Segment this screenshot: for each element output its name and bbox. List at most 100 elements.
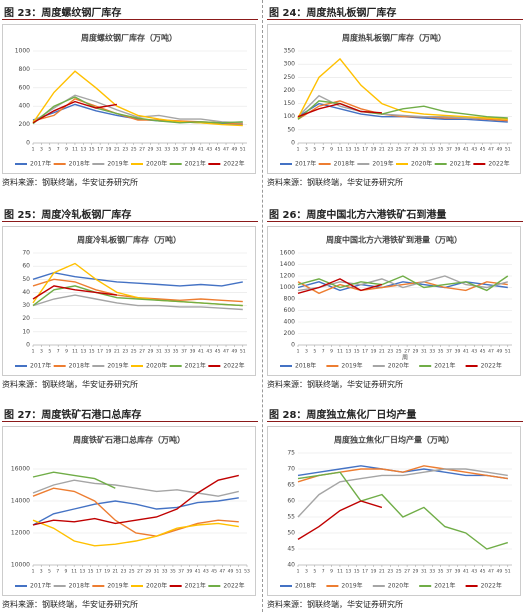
x-tick-label: 27 bbox=[404, 147, 410, 153]
x-tick-label: 31 bbox=[156, 147, 162, 153]
legend-label: 2018年 bbox=[69, 582, 90, 590]
x-tick-label: 1 bbox=[32, 147, 35, 153]
y-tick-label: 55 bbox=[287, 514, 295, 521]
series-line bbox=[32, 487, 239, 537]
figure: 图 28：周度独立焦化厂日均产量 周度独立焦化厂日均产量（万吨） 40 45 50 55 6… bbox=[267, 404, 523, 610]
y-tick-label: 600 bbox=[19, 84, 31, 91]
x-tick-label: 49 bbox=[228, 569, 234, 575]
series-line bbox=[32, 471, 116, 489]
series-line bbox=[297, 275, 508, 292]
source-note: 资料来源：钢联终端，华安证券研究所 bbox=[2, 380, 138, 389]
legend-label: 2022年 bbox=[481, 582, 502, 590]
y-tick-label: 400 bbox=[19, 103, 31, 110]
x-tick-label: 33 bbox=[429, 569, 435, 575]
y-tick-label: 14000 bbox=[11, 498, 30, 505]
figure-caption: 图 28：周度独立焦化厂日均产量 bbox=[267, 404, 523, 422]
x-tick-label: 7 bbox=[56, 569, 59, 575]
x-tick-label: 51 bbox=[236, 569, 242, 575]
x-tick-label: 45 bbox=[480, 569, 486, 575]
x-tick-label: 7 bbox=[322, 349, 325, 355]
x-tick-label: 39 bbox=[187, 569, 193, 575]
x-tick-label: 17 bbox=[97, 349, 103, 355]
series-line bbox=[32, 70, 243, 127]
y-tick-label: 1400 bbox=[280, 261, 295, 268]
y-tick-label: 300 bbox=[284, 61, 296, 68]
x-tick-label: 29 bbox=[413, 349, 419, 355]
legend-label: 2019年 bbox=[341, 582, 362, 590]
figure: 图 27：周度铁矿石港口总库存 周度铁矿石港口总库存（万吨） 10000 12000 1… bbox=[2, 404, 258, 610]
series-line bbox=[297, 102, 382, 118]
legend-label: 2019年 bbox=[107, 362, 128, 370]
x-tick-label: 13 bbox=[345, 349, 351, 355]
y-tick-label: 200 bbox=[284, 330, 296, 337]
x-tick-label: 21 bbox=[379, 569, 385, 575]
series-line bbox=[32, 479, 239, 497]
source-note: 资料来源：钢联终端，华安证券研究所 bbox=[2, 600, 138, 609]
x-tick-label: 23 bbox=[122, 349, 128, 355]
x-tick-label: 47 bbox=[488, 349, 494, 355]
x-tick-label: 51 bbox=[505, 349, 511, 355]
x-tick-label: 41 bbox=[463, 569, 469, 575]
source-note: 资料来源：钢联终端，华安证券研究所 bbox=[267, 178, 403, 187]
x-tick-label: 17 bbox=[96, 569, 102, 575]
legend-label: 2021年 bbox=[185, 362, 206, 370]
x-tick-label: 7 bbox=[322, 569, 325, 575]
y-tick-label: 800 bbox=[19, 66, 31, 73]
x-tick-label: 31 bbox=[421, 569, 427, 575]
series-line bbox=[32, 96, 243, 125]
x-tick-label: 11 bbox=[71, 569, 77, 575]
y-tick-label: 50 bbox=[287, 126, 295, 133]
x-tick-label: 1 bbox=[297, 569, 300, 575]
x-tick-label: 11 bbox=[337, 147, 343, 153]
legend-label: 2022年 bbox=[223, 160, 244, 168]
y-tick-label: 250 bbox=[284, 74, 296, 81]
x-tick-label: 17 bbox=[362, 569, 368, 575]
x-tick-label: 13 bbox=[80, 569, 86, 575]
x-tick-label: 29 bbox=[148, 147, 154, 153]
x-tick-label: 43 bbox=[203, 569, 209, 575]
x-tick-label: 21 bbox=[112, 569, 118, 575]
chart-title: 周度中国北方六港铁矿到港量（万吨） bbox=[326, 235, 462, 245]
x-tick-label: 5 bbox=[313, 569, 316, 575]
series-line bbox=[32, 474, 239, 526]
x-tick-label: 35 bbox=[438, 349, 444, 355]
x-axis-label: 周 bbox=[402, 355, 408, 362]
y-tick-label: 600 bbox=[284, 307, 296, 314]
x-tick-label: 31 bbox=[421, 147, 427, 153]
legend-label: 2019年 bbox=[341, 362, 362, 370]
series-line bbox=[297, 100, 508, 120]
x-tick-label: 15 bbox=[354, 147, 360, 153]
y-tick-label: 60 bbox=[287, 498, 295, 505]
x-tick-label: 35 bbox=[173, 147, 179, 153]
y-tick-label: 10 bbox=[22, 328, 30, 335]
chart-title: 周度铁矿石港口总库存（万吨） bbox=[73, 435, 185, 445]
x-tick-label: 25 bbox=[396, 349, 402, 355]
x-tick-label: 31 bbox=[156, 349, 162, 355]
x-tick-label: 25 bbox=[131, 147, 137, 153]
x-tick-label: 17 bbox=[97, 147, 103, 153]
x-tick-label: 21 bbox=[379, 147, 385, 153]
x-tick-label: 19 bbox=[106, 147, 112, 153]
x-tick-label: 27 bbox=[139, 147, 145, 153]
x-tick-label: 27 bbox=[139, 349, 145, 355]
x-tick-label: 15 bbox=[354, 349, 360, 355]
x-tick-label: 45 bbox=[215, 147, 221, 153]
legend-label: 2017年 bbox=[30, 582, 51, 590]
x-tick-label: 41 bbox=[463, 349, 469, 355]
legend-label: 2018年 bbox=[69, 160, 90, 168]
legend-label: 2020年 bbox=[411, 160, 432, 168]
y-tick-label: 60 bbox=[22, 263, 30, 270]
x-tick-label: 7 bbox=[57, 147, 60, 153]
x-tick-label: 37 bbox=[446, 349, 452, 355]
x-tick-label: 27 bbox=[404, 569, 410, 575]
figure: 图 23：周度螺纹钢厂库存 周度螺纹钢厂库存（万吨） 0 200 400 600 800 10… bbox=[2, 2, 258, 188]
legend-label: 2020年 bbox=[388, 362, 409, 370]
series-line bbox=[32, 497, 239, 526]
y-tick-label: 12000 bbox=[11, 530, 30, 537]
x-tick-label: 29 bbox=[145, 569, 151, 575]
figure-caption: 图 24：周度热轧板钢厂库存 bbox=[267, 2, 523, 20]
series-line bbox=[32, 100, 118, 124]
